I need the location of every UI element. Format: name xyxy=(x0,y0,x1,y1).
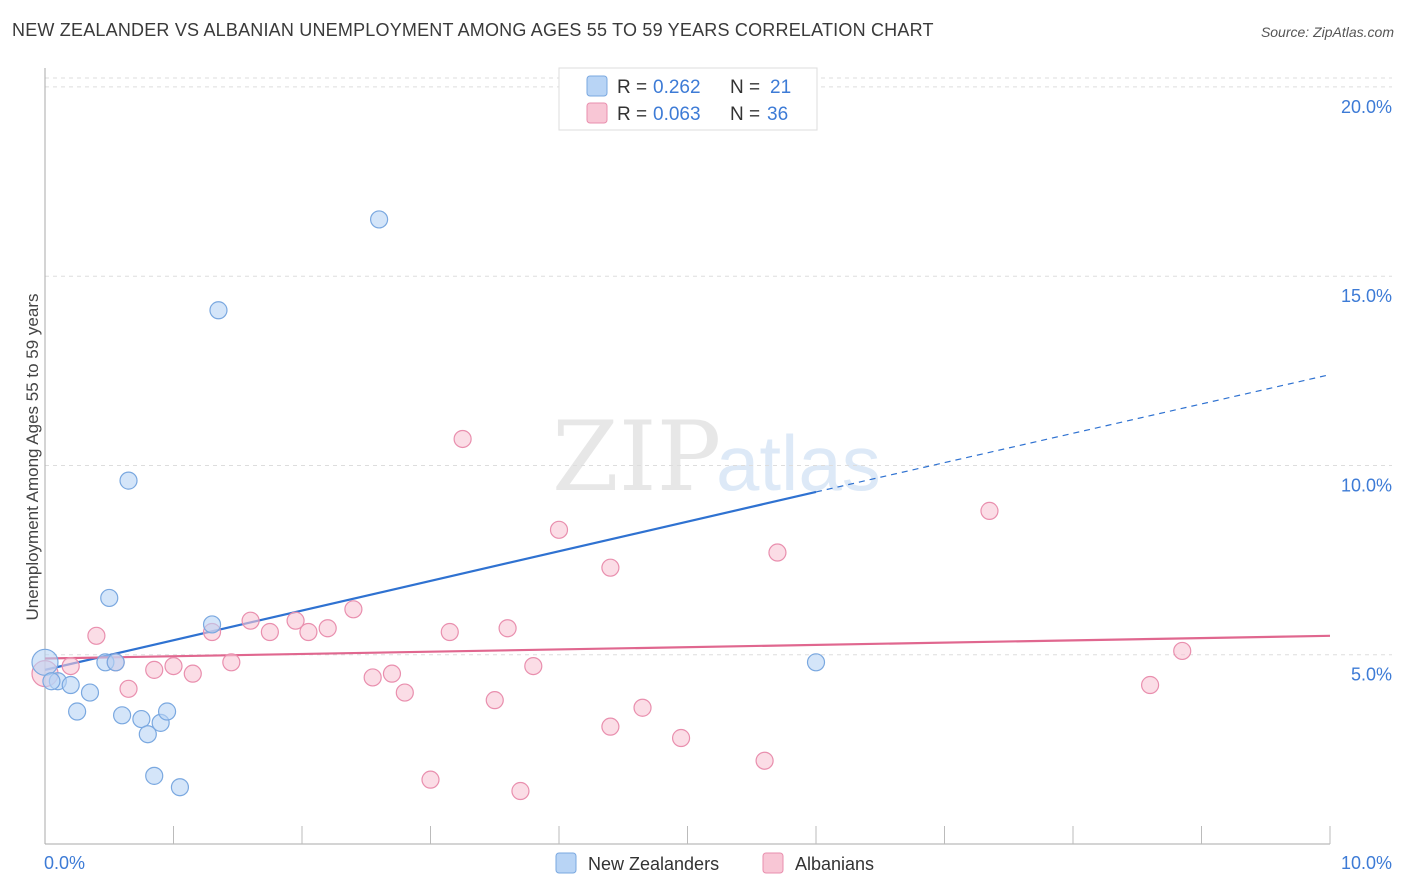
data-point-albanians xyxy=(318,619,337,638)
data-point-albanians xyxy=(344,600,363,619)
data-point-albanians xyxy=(498,619,517,638)
data-point-albanians xyxy=(601,558,620,577)
legend-n-label-2: N = xyxy=(730,104,760,125)
x-tick-label-min: 0.0% xyxy=(44,853,85,873)
data-point-new-zealanders xyxy=(132,709,151,729)
source-credit: Source: ZipAtlas.com xyxy=(1260,24,1394,40)
data-point-albanians xyxy=(61,656,80,676)
data-point-new-zealanders xyxy=(68,702,87,721)
data-point-albanians xyxy=(511,781,530,801)
data-point-albanians xyxy=(286,611,305,630)
stats-legend: R = 0.262 N = 21 R = 0.063 N = 36 xyxy=(558,67,818,131)
data-point-albanians xyxy=(145,660,164,679)
legend-n-label-1: N = xyxy=(730,77,760,98)
x-tick-label-max: 10.0% xyxy=(1341,853,1392,873)
data-point-albanians xyxy=(633,698,652,717)
y-tick-label: 5.0% xyxy=(1351,665,1392,685)
data-point-albanians xyxy=(1173,641,1192,661)
data-point-albanians xyxy=(382,664,402,683)
data-point-albanians xyxy=(183,664,202,683)
legend-swatch-new-zealanders xyxy=(586,75,608,97)
bottom-legend-swatch-albanians xyxy=(762,852,784,874)
data-point-albanians xyxy=(87,626,106,645)
bottom-legend-label-albanians: Albanians xyxy=(795,854,874,874)
legend-r-label-1: R = xyxy=(617,77,647,98)
data-point-new-zealanders xyxy=(61,675,80,695)
data-point-albanians xyxy=(524,656,543,676)
trend-line-pink xyxy=(44,634,1331,660)
data-point-albanians xyxy=(768,543,787,562)
watermark: ZIP atlas xyxy=(552,401,881,513)
data-point-albanians xyxy=(980,501,999,520)
data-point-albanians xyxy=(164,656,183,676)
bottom-legend-label-new-zealanders: New Zealanders xyxy=(588,854,719,874)
data-point-new-zealanders xyxy=(806,653,826,672)
data-point-new-zealanders xyxy=(112,706,132,725)
gridlines xyxy=(45,77,1392,656)
data-point-albanians xyxy=(1140,675,1160,695)
trend-line-blue xyxy=(44,490,817,671)
y-axis-title: Unemployment Among Ages 55 to 59 years xyxy=(23,294,42,621)
y-tick-labels: 5.0% 10.0% 15.0% 20.0% xyxy=(1341,97,1392,685)
legend-n-value-2: 36 xyxy=(767,104,788,125)
data-point-new-zealanders xyxy=(145,766,164,785)
data-point-albanians xyxy=(440,622,459,642)
legend-r-value-1: 0.262 xyxy=(653,77,701,98)
watermark-atlas: atlas xyxy=(716,419,881,507)
y-tick-label: 15.0% xyxy=(1341,286,1392,306)
data-point-new-zealanders xyxy=(119,471,138,490)
data-point-albanians xyxy=(260,622,279,642)
data-point-new-zealanders xyxy=(170,778,190,797)
data-point-new-zealanders xyxy=(31,648,59,676)
legend-r-value-2: 0.063 xyxy=(653,104,701,125)
data-point-albanians xyxy=(395,683,414,702)
legend-n-value-1: 21 xyxy=(770,77,791,98)
data-point-albanians xyxy=(601,717,620,736)
data-point-albanians xyxy=(299,622,318,642)
data-point-new-zealanders xyxy=(370,210,389,229)
data-point-albanians xyxy=(363,668,382,687)
chart-title: NEW ZEALANDER VS ALBANIAN UNEMPLOYMENT A… xyxy=(12,20,934,40)
data-point-new-zealanders xyxy=(100,588,119,608)
data-point-new-zealanders xyxy=(209,301,228,320)
series-legend: New Zealanders Albanians xyxy=(555,852,874,874)
data-point-new-zealanders xyxy=(80,683,100,702)
data-point-albanians xyxy=(549,520,569,539)
data-point-albanians xyxy=(671,728,691,748)
data-point-albanians xyxy=(241,611,260,630)
trend-lines xyxy=(44,374,1331,671)
bottom-legend-swatch-new-zealanders xyxy=(555,852,577,874)
y-tick-label: 20.0% xyxy=(1341,97,1392,117)
data-point-new-zealanders xyxy=(106,653,125,672)
trend-line-extension-blue xyxy=(815,374,1331,493)
data-point-new-zealanders xyxy=(202,615,222,634)
y-tick-label: 10.0% xyxy=(1341,475,1392,495)
data-point-albanians xyxy=(421,770,440,789)
watermark-zip: ZIP xyxy=(552,401,721,513)
data-point-new-zealanders xyxy=(157,702,177,721)
data-points xyxy=(31,210,1192,801)
data-point-albanians xyxy=(453,429,472,449)
data-point-new-zealanders xyxy=(42,672,61,691)
data-point-albanians xyxy=(222,653,241,672)
legend-swatch-albanians xyxy=(586,102,608,124)
data-point-albanians xyxy=(755,751,774,770)
data-point-albanians xyxy=(119,679,138,698)
legend-r-label-2: R = xyxy=(617,104,647,125)
data-point-new-zealanders xyxy=(138,725,157,744)
data-point-albanians xyxy=(485,691,504,710)
x-ticks xyxy=(173,826,1331,844)
